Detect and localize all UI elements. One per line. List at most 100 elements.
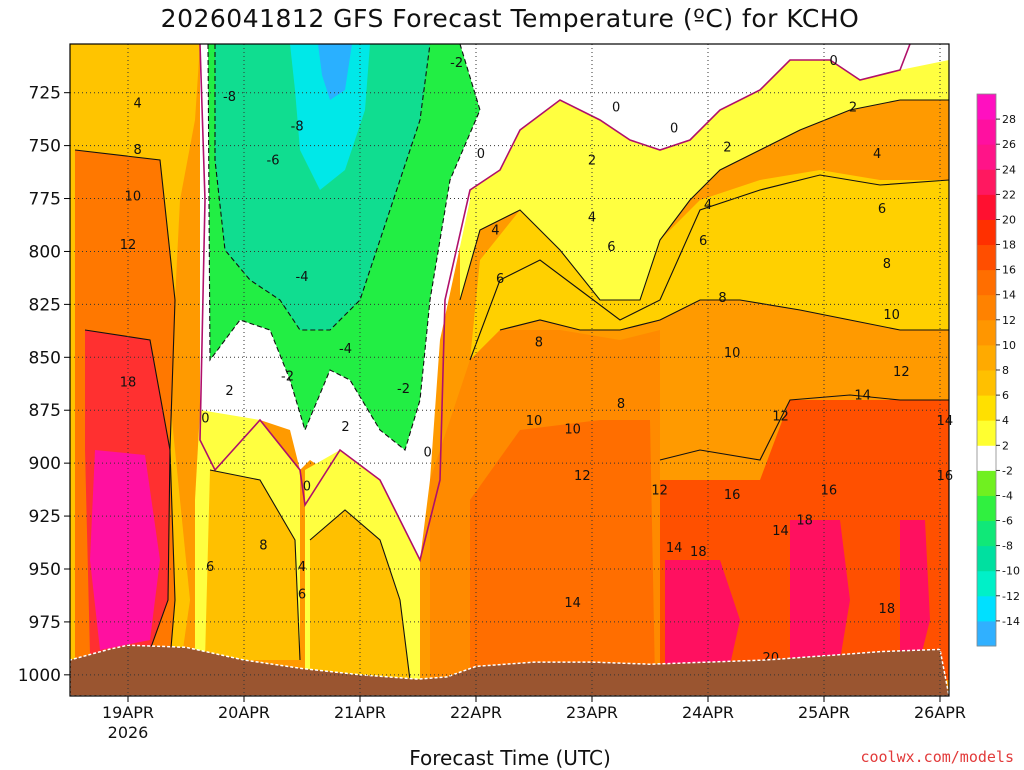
contour-line-19apr-8c xyxy=(74,149,176,661)
contour-label: 4 xyxy=(298,560,306,575)
contour-label: 8 xyxy=(718,291,726,306)
colorbar-label: 24 xyxy=(1002,163,1016,176)
colorbar-label: 4 xyxy=(1002,414,1009,427)
warm-lens-19apr-max xyxy=(90,450,160,650)
colorbar-label: 26 xyxy=(1002,138,1016,151)
cold-trough-cyan xyxy=(290,44,370,190)
temperature-fill-layer xyxy=(70,44,949,696)
colorbar-swatch xyxy=(977,370,996,396)
colorbar-label: 10 xyxy=(1002,339,1016,352)
contour-label: 6 xyxy=(878,202,886,217)
colorbar-swatch xyxy=(977,244,996,271)
y-tick-label: 900 xyxy=(29,454,61,474)
colorbar-label: 6 xyxy=(1002,389,1009,402)
x-tick-label: 19APR xyxy=(102,703,154,722)
warm-lens-22apr-inner xyxy=(470,420,655,680)
colorbar-label: 8 xyxy=(1002,364,1009,377)
contour-label: 8 xyxy=(883,257,891,272)
contour-label: -8 xyxy=(223,90,236,105)
colorbar-label: 16 xyxy=(1002,264,1016,277)
contour-label: 4 xyxy=(588,211,596,226)
y-tick-label: 825 xyxy=(29,295,61,315)
x-tick-label: 22APR xyxy=(450,703,502,722)
colorbar-label: -2 xyxy=(1002,464,1013,477)
contour-label: 4 xyxy=(873,147,881,162)
contour-label: 16 xyxy=(724,488,741,503)
colorbar-swatch xyxy=(977,219,996,246)
contour-label: 14 xyxy=(937,414,954,429)
colorbar-label: -10 xyxy=(1002,565,1020,578)
contour-label: 4 xyxy=(491,223,499,238)
plot-frame xyxy=(69,43,950,697)
contour-label: 6 xyxy=(607,240,615,255)
y-tick-label: 875 xyxy=(29,401,61,421)
warm-lens-25apr-hot xyxy=(790,520,850,660)
contour-label: 2 xyxy=(341,420,349,435)
x-axis-title: Forecast Time (UTC) xyxy=(409,746,611,770)
contour-line-8c xyxy=(499,299,949,331)
colorbar-swatch xyxy=(977,294,996,321)
colorbar-swatch xyxy=(977,520,996,547)
y-tick-label: 725 xyxy=(29,84,61,104)
colorbar-swatch xyxy=(977,319,996,346)
contour-label: 14 xyxy=(564,596,581,611)
colorbar-label: -12 xyxy=(1002,590,1020,603)
contour-line-0c-1 xyxy=(199,44,911,563)
contour-label: 12 xyxy=(574,469,591,484)
colorbar-swatch xyxy=(977,495,996,522)
contour-label: 6 xyxy=(298,587,306,602)
contour-line-neg6c xyxy=(214,44,431,331)
contour-label: -2 xyxy=(397,382,410,397)
x-tick-label: 21APR xyxy=(334,703,386,722)
contour-label: 2 xyxy=(723,141,731,156)
contour-label: 8 xyxy=(617,397,625,412)
contour-label: 12 xyxy=(893,365,910,380)
colorbar-swatch xyxy=(977,445,996,471)
contour-line-21apr-4c xyxy=(309,509,411,681)
y-tick-label: 975 xyxy=(29,613,61,633)
contour-label: 16 xyxy=(821,484,838,499)
contour-label-layer: 481012186-8-6-8-4-2-4-2-2208462000468101… xyxy=(120,54,953,666)
colorbar-swatch xyxy=(977,119,996,145)
contour-label: 8 xyxy=(535,335,543,350)
y-tick-label: 950 xyxy=(29,560,61,580)
surface-terrain xyxy=(69,644,950,697)
contour-label: -4 xyxy=(296,270,309,285)
contour-label: 18 xyxy=(690,545,707,560)
contour-line-2c xyxy=(459,99,949,301)
colorbar-swatch xyxy=(977,94,996,120)
temp-band-upper-0-2 xyxy=(460,44,949,190)
colorbar-label: 2 xyxy=(1002,439,1009,452)
colorbar-label: 12 xyxy=(1002,314,1016,327)
colorbar-label: 20 xyxy=(1002,213,1016,226)
contour-label: -8 xyxy=(291,120,304,135)
contour-label: 0 xyxy=(670,122,678,137)
contour-label: -4 xyxy=(339,342,352,357)
y-tick-label: 850 xyxy=(29,348,61,368)
chart-title: 2026041812 GFS Forecast Temperature (ºC)… xyxy=(160,4,860,33)
y-axis: 725 750 775 800 825 850 875 900 925 950 975 1000 xyxy=(18,84,70,686)
contour-label: 18 xyxy=(796,513,813,528)
contour-label: 14 xyxy=(666,541,683,556)
warm-lens-21apr-inner xyxy=(310,510,410,680)
contour-label: 6 xyxy=(699,234,707,249)
contour-line-4c xyxy=(469,174,949,361)
colorbar-swatch xyxy=(977,194,996,220)
warm-lens-24apr-hot xyxy=(665,560,740,665)
contour-label: -2 xyxy=(450,56,463,71)
colorbar-label: 22 xyxy=(1002,188,1016,201)
x-tick-sublabel: 2026 xyxy=(108,723,149,742)
colorbar-swatch xyxy=(977,169,996,195)
colorbar-swatch xyxy=(977,545,996,572)
contour-label: 12 xyxy=(120,238,137,253)
contour-label: 14 xyxy=(854,388,871,403)
x-tick-label: 20APR xyxy=(218,703,270,722)
contour-label: 10 xyxy=(724,346,741,361)
contour-label: 4 xyxy=(704,198,712,213)
colorbar-swatch xyxy=(977,470,996,496)
colorbar-swatch xyxy=(977,620,996,647)
colorbar-swatch xyxy=(977,395,996,421)
temp-band-upper-4-8 xyxy=(470,170,949,360)
contour-label: 12 xyxy=(772,410,789,425)
